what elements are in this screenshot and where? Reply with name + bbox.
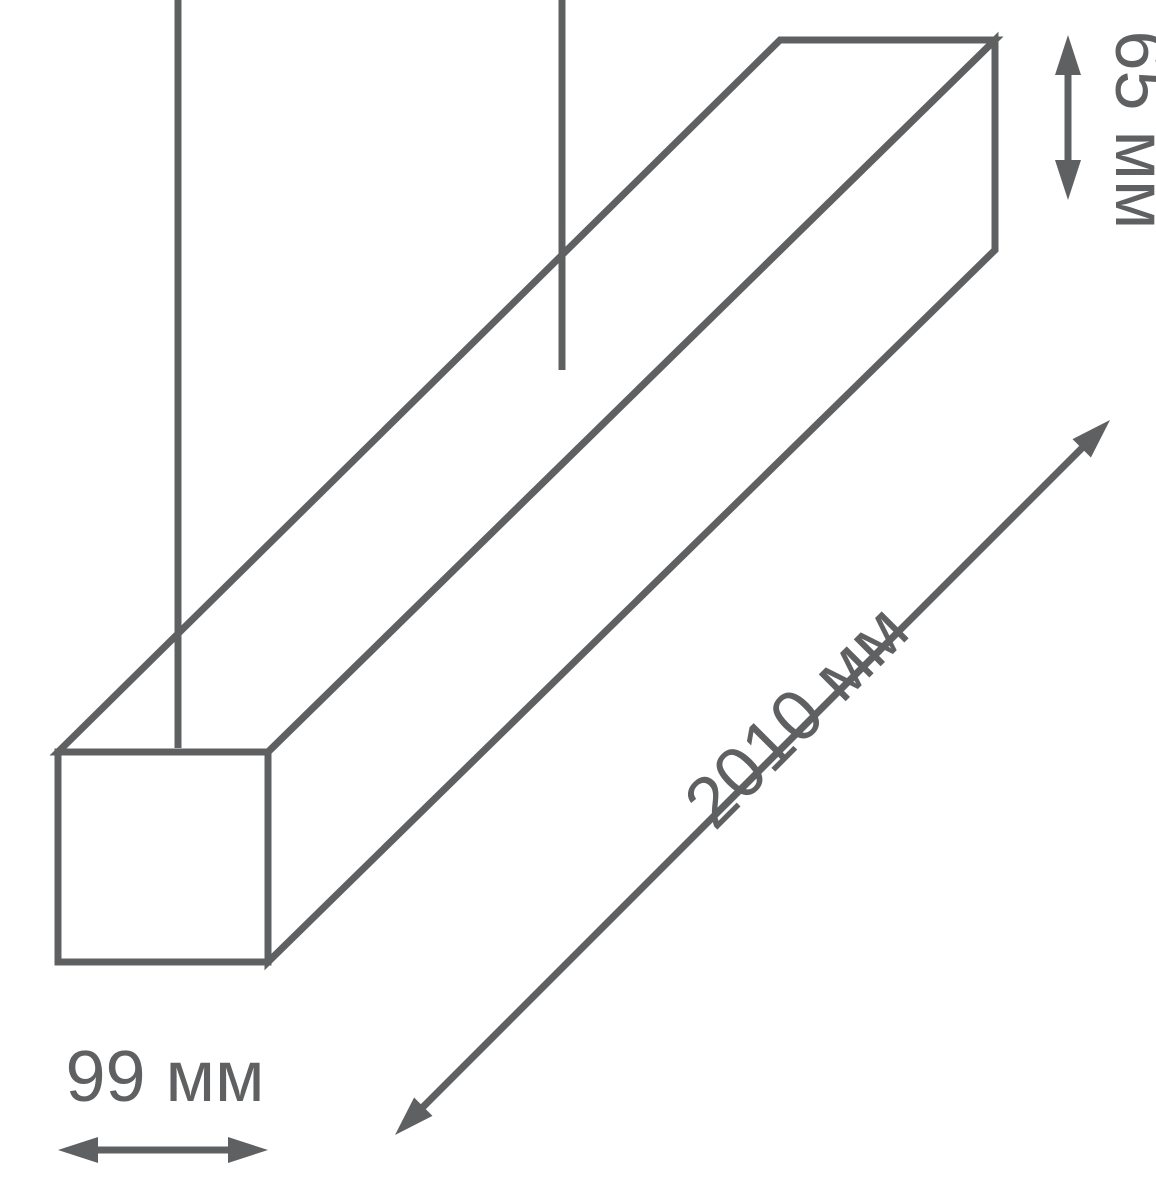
dim-width-arrow-head-b <box>228 1137 268 1163</box>
side-face <box>268 40 995 962</box>
dim-height-label: 65 мм <box>1100 30 1156 229</box>
dim-width-label: 99 мм <box>65 1037 264 1117</box>
dim-height-arrow-head-b <box>1055 160 1081 200</box>
dim-height-arrow <box>1055 35 1081 200</box>
front-face <box>58 752 268 962</box>
dim-width-arrow <box>58 1137 268 1163</box>
product-box <box>58 40 995 962</box>
dim-length-label: 2010 мм <box>669 589 923 843</box>
dim-height-arrow-head-a <box>1055 35 1081 75</box>
dim-width-arrow-head-a <box>58 1137 98 1163</box>
